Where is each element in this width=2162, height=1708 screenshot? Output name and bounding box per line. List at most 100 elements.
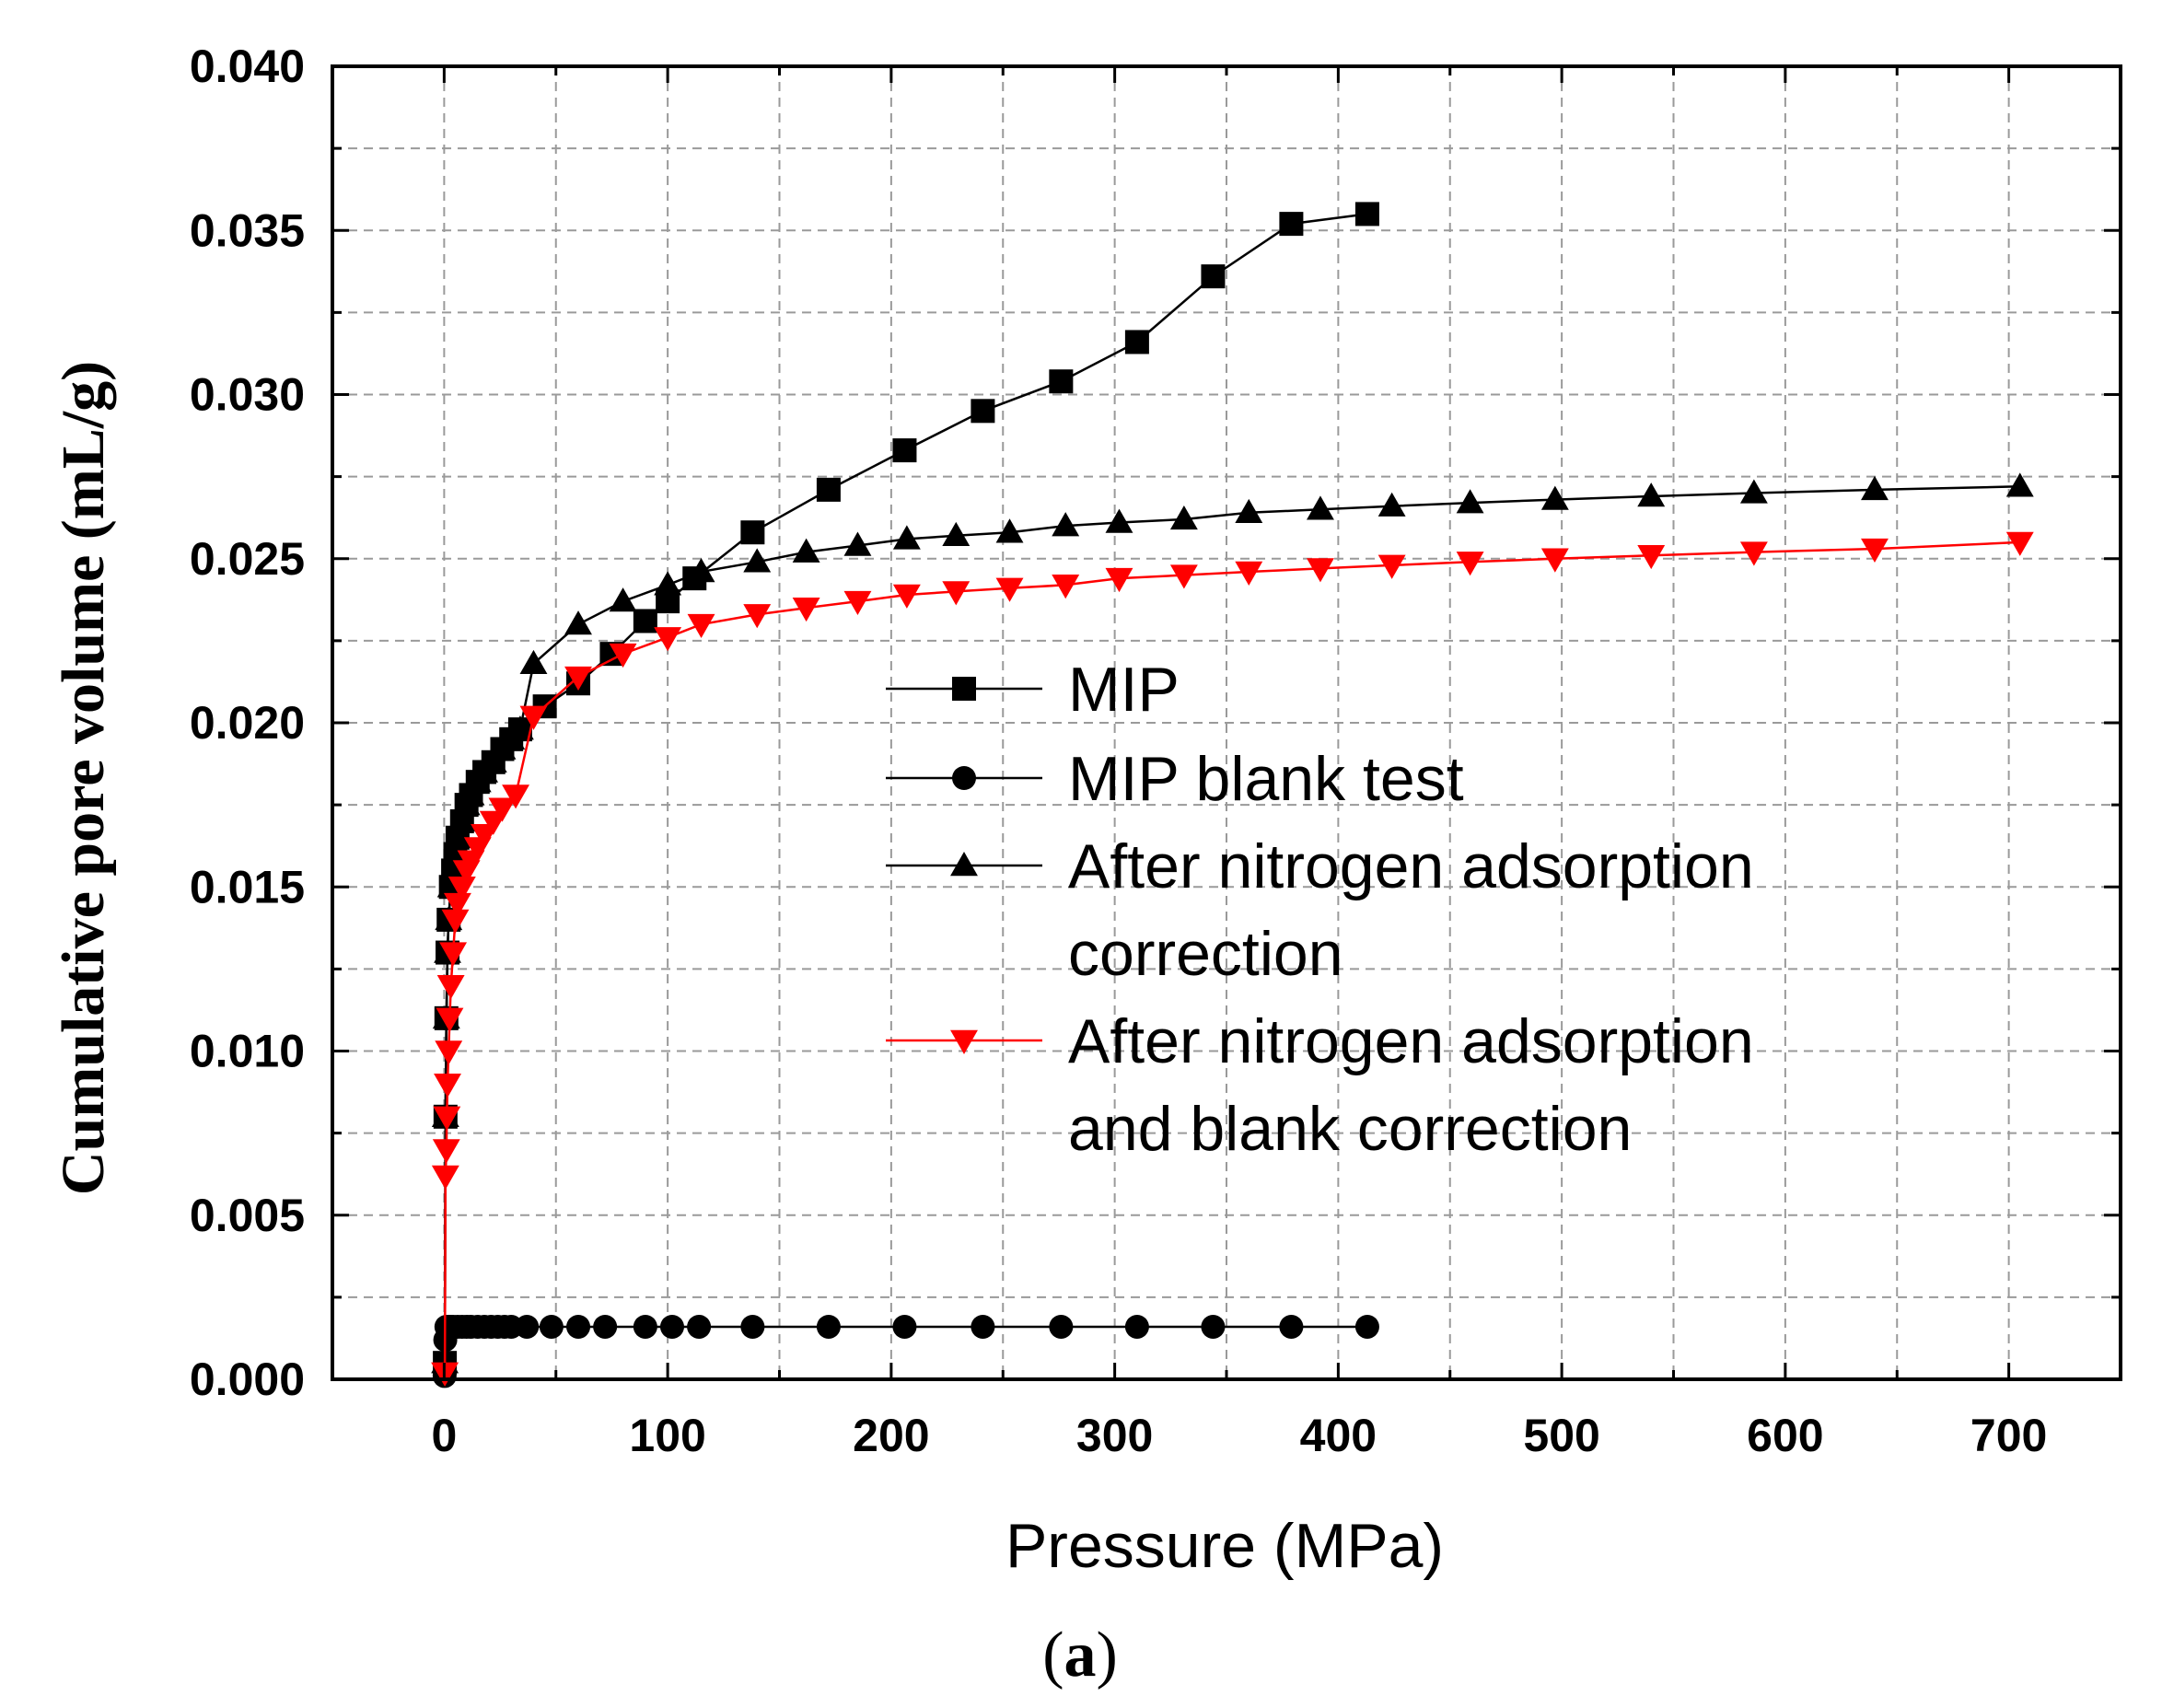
data-point <box>1540 548 1569 573</box>
caption-close-paren: ) <box>1097 1620 1118 1691</box>
y-tick-label: 0.040 <box>190 41 305 92</box>
legend-label: MIP <box>1068 655 1180 725</box>
data-point <box>436 974 465 1000</box>
data-point <box>633 1314 657 1339</box>
legend-label: After nitrogen adsorption <box>1068 1006 1754 1076</box>
data-point <box>1052 512 1080 537</box>
data-point <box>843 590 872 616</box>
data-point <box>740 1314 765 1339</box>
data-point <box>1049 1314 1074 1339</box>
data-point <box>1049 369 1074 394</box>
data-point <box>1307 495 1334 520</box>
data-point <box>515 1314 540 1339</box>
data-point <box>995 577 1024 602</box>
data-point <box>942 581 971 606</box>
data-point <box>609 587 637 612</box>
data-point <box>1124 330 1149 354</box>
data-point <box>654 627 682 652</box>
data-point <box>431 1165 459 1190</box>
data-point <box>659 1314 684 1339</box>
data-point <box>1307 558 1334 583</box>
data-point <box>892 525 921 550</box>
caption-letter: a <box>1064 1620 1097 1691</box>
series-3 <box>431 531 2034 1387</box>
y-tick-label: 0.005 <box>190 1190 305 1241</box>
data-point <box>1354 1314 1379 1339</box>
data-point <box>1861 475 1889 501</box>
data-point <box>1235 498 1263 524</box>
data-point <box>433 1106 461 1131</box>
data-point <box>1456 489 1484 514</box>
data-point <box>971 1314 995 1339</box>
data-point <box>1201 1314 1226 1339</box>
data-point <box>506 715 534 740</box>
y-axis-title: Cumulative pore volume (mL/g) <box>50 361 117 1195</box>
x-tick-label: 600 <box>1747 1410 1823 1461</box>
data-point <box>892 584 921 609</box>
data-point <box>942 521 971 547</box>
data-point <box>448 877 476 901</box>
legend-label: MIP blank test <box>1068 744 1464 814</box>
legend-label: correction <box>1068 919 1343 989</box>
data-point <box>439 942 468 967</box>
data-point <box>609 643 637 668</box>
data-point <box>1169 505 1198 530</box>
data-point <box>1739 479 1768 504</box>
data-point <box>1637 544 1666 570</box>
data-point <box>443 823 471 848</box>
grid <box>332 66 2121 1379</box>
data-point <box>441 909 470 934</box>
data-point <box>843 531 872 556</box>
data-point <box>1279 212 1304 237</box>
axis-ticks: 0 100 200 300 400 500 600 700 0.000 0.005 0.010 0.0… <box>190 41 2122 1461</box>
data-point <box>1105 567 1133 593</box>
data-point <box>1124 1314 1149 1339</box>
data-point <box>971 399 995 424</box>
data-point <box>1540 485 1569 510</box>
data-point <box>539 1314 564 1339</box>
x-axis-title: Pressure (MPa) <box>1005 1511 1444 1581</box>
data-point <box>892 1314 917 1339</box>
x-tick-label: 400 <box>1300 1410 1377 1461</box>
data-point <box>654 571 682 596</box>
data-point <box>687 613 715 638</box>
legend-label: and blank correction <box>1068 1094 1632 1164</box>
data-point <box>1201 264 1226 289</box>
data-point <box>892 438 917 463</box>
data-point <box>2005 531 2034 556</box>
data-point <box>1235 561 1263 586</box>
y-tick-label: 0.000 <box>190 1354 305 1405</box>
data-point <box>1169 564 1198 589</box>
caption-open-paren: ( <box>1042 1620 1064 1691</box>
x-tick-label: 100 <box>629 1410 705 1461</box>
data-point <box>457 781 485 806</box>
data-point <box>1637 482 1666 507</box>
data-point <box>1052 575 1080 599</box>
data-point <box>434 1073 461 1098</box>
data-point <box>1279 1314 1304 1339</box>
data-point <box>792 538 820 563</box>
data-point <box>564 666 592 691</box>
data-point <box>564 610 592 635</box>
data-point <box>816 1314 841 1339</box>
data-point <box>488 797 517 822</box>
data-point <box>502 784 530 809</box>
data-point <box>566 1314 591 1339</box>
figure-caption: (a) <box>1042 1620 1118 1691</box>
legend-item: After nitrogen adsorption correction <box>886 831 1754 989</box>
data-point <box>1354 202 1379 227</box>
x-tick-label: 500 <box>1523 1410 1599 1461</box>
legend: MIP MIP blank test After nitrogen adsorpti… <box>886 655 1754 1164</box>
data-point <box>1861 538 1889 564</box>
data-point <box>443 892 471 918</box>
data-point <box>1105 508 1133 533</box>
x-tick-label: 0 <box>431 1410 457 1461</box>
data-point <box>1739 541 1768 566</box>
data-point <box>439 856 468 881</box>
y-tick-label: 0.020 <box>190 697 305 749</box>
data-point <box>743 548 772 573</box>
data-point <box>435 1040 463 1065</box>
data-point <box>1456 552 1484 576</box>
